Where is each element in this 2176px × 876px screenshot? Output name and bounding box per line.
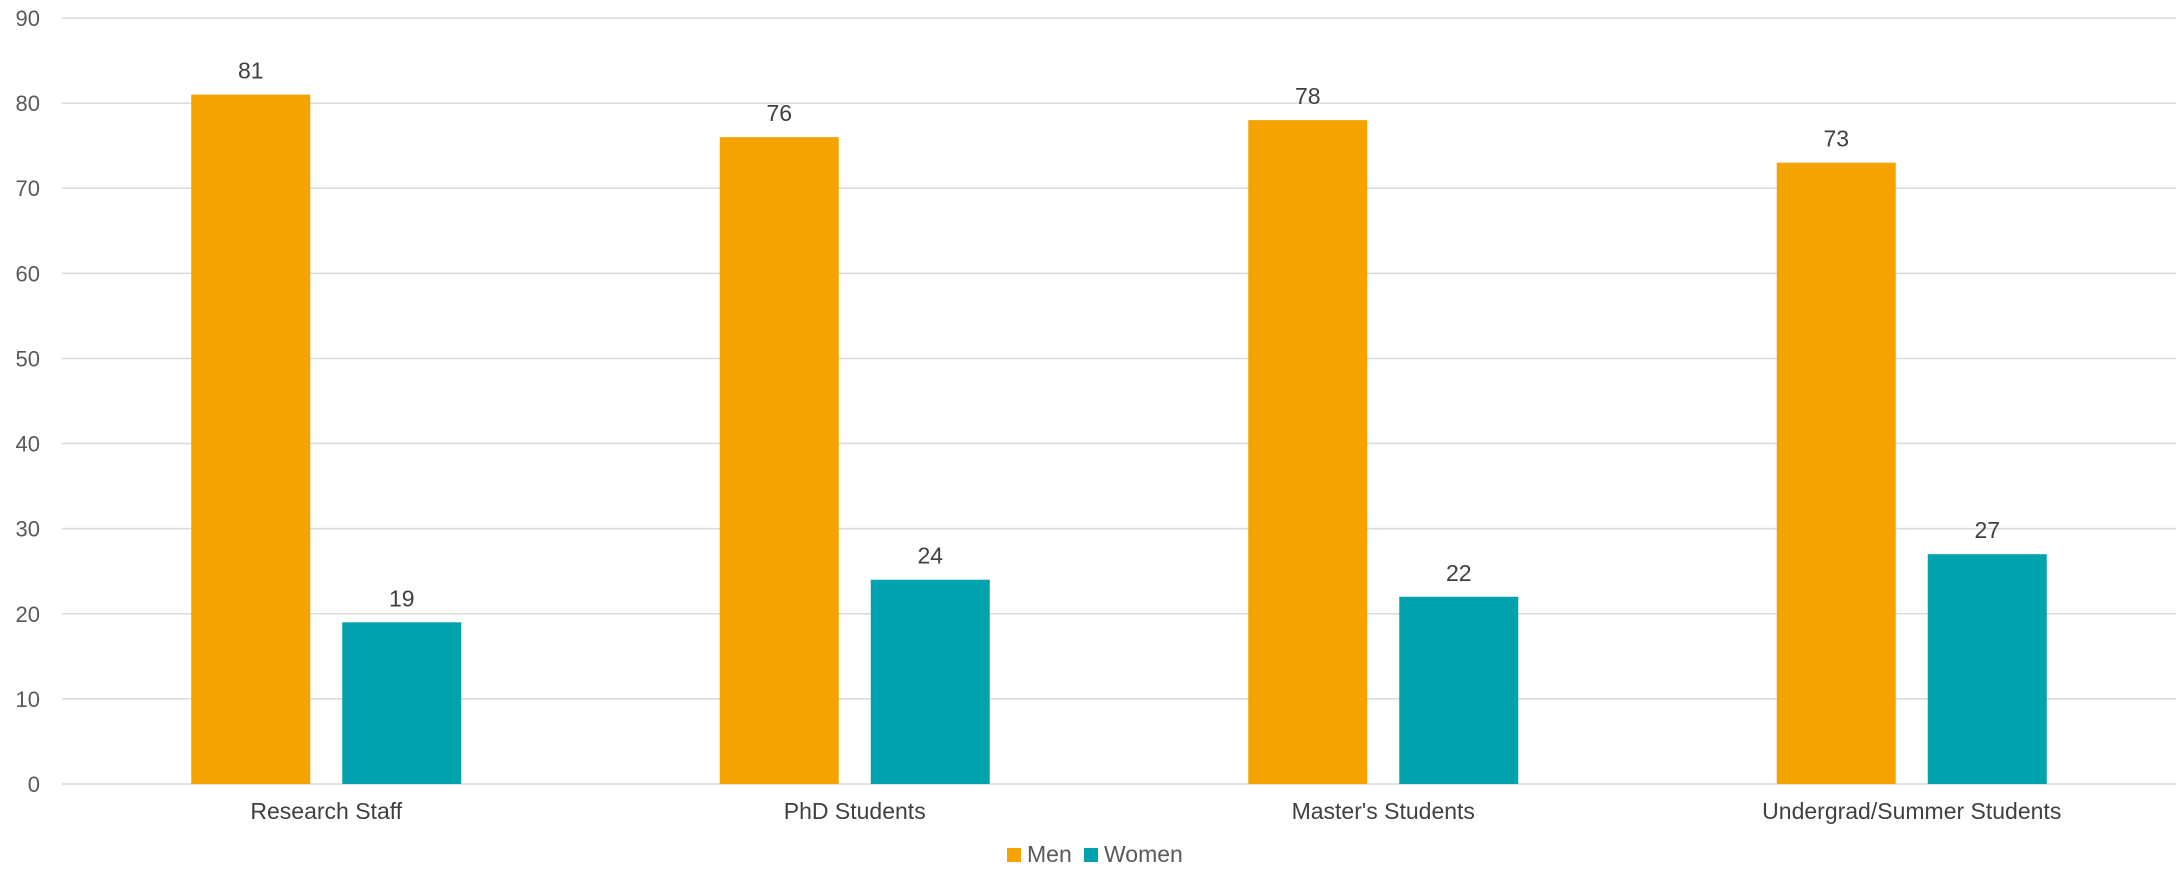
bar-men: [719, 137, 839, 785]
data-label: 81: [238, 58, 264, 84]
legend-swatch-men: [1007, 848, 1021, 862]
x-axis-categories: Research Staff PhD Students Master's Stude…: [250, 798, 2061, 824]
bar-women: [1927, 554, 2047, 784]
data-labels: 81 19 76 24 78 22 73 27: [238, 58, 2000, 612]
data-label: 73: [1823, 126, 1849, 152]
legend: Men Women: [1007, 841, 1183, 867]
y-tick-label: 10: [16, 687, 40, 712]
y-tick-label: 0: [28, 772, 40, 797]
data-label: 24: [917, 543, 943, 569]
y-tick-label: 90: [16, 6, 40, 31]
data-label: 76: [766, 100, 792, 126]
data-label: 78: [1295, 83, 1321, 109]
legend-label-women: Women: [1104, 841, 1183, 867]
data-label: 19: [389, 585, 415, 611]
x-category-label: Master's Students: [1292, 798, 1475, 824]
bar-women: [1399, 596, 1519, 784]
y-axis-ticks: 0 10 20 30 40 50 60 70 80 90: [16, 6, 40, 797]
y-tick-label: 20: [16, 602, 40, 627]
y-tick-label: 60: [16, 261, 40, 286]
x-category-label: Undergrad/Summer Students: [1762, 798, 2061, 824]
bar-men: [191, 94, 311, 785]
y-tick-label: 80: [16, 91, 40, 116]
bar-men: [1248, 120, 1368, 785]
x-category-label: Research Staff: [250, 798, 402, 824]
bars: [191, 94, 2047, 785]
data-label: 27: [1974, 517, 2000, 543]
bar-men: [1776, 162, 1896, 784]
bar-women: [870, 579, 990, 784]
y-tick-label: 30: [16, 517, 40, 542]
y-tick-label: 40: [16, 432, 40, 457]
x-category-label: PhD Students: [784, 798, 926, 824]
bar-women: [342, 622, 462, 784]
data-label: 22: [1446, 560, 1472, 586]
y-tick-label: 70: [16, 176, 40, 201]
legend-label-men: Men: [1027, 841, 1072, 867]
legend-swatch-women: [1084, 848, 1098, 862]
y-tick-label: 50: [16, 346, 40, 371]
